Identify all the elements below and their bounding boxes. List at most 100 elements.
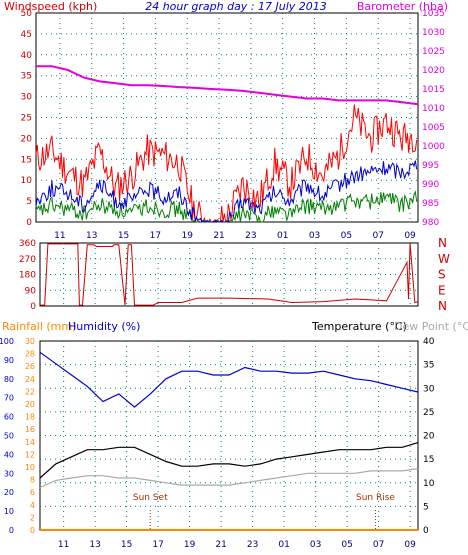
humidity-tick-label: 50 (4, 432, 14, 441)
direction-letter: N (438, 299, 447, 313)
humidity-tick-label: 30 (4, 469, 14, 478)
barometer-axis-label: Barometer (hba) (357, 0, 448, 13)
windspeed-tick-label: 5 (26, 197, 32, 207)
x-tick-label: 01 (278, 540, 289, 550)
direction-tick-label: 270 (19, 255, 36, 265)
humidity-tick-label: 80 (4, 375, 14, 384)
barometer-tick-label: 985 (422, 199, 439, 209)
rainfall-tick-label: 8 (30, 476, 35, 485)
x-tick-label: 21 (215, 540, 226, 550)
rainfall-tick-label: 26 (25, 362, 35, 371)
rainfall-tick-label: 12 (25, 450, 35, 459)
x-tick-label: 19 (184, 540, 196, 550)
x-tick-label: 19 (181, 231, 193, 241)
direction-letter: N (438, 236, 447, 250)
windspeed-tick-label: 0 (26, 218, 32, 228)
temperature-tick-label: 35 (423, 361, 434, 371)
barometer-tick-label: 990 (422, 180, 439, 190)
temperature-line (39, 442, 419, 479)
direction-tick-label: 0 (30, 302, 36, 312)
temperature-humidity-panel: 11 13 15 17 19 21 23 01 03 05 07 090102030405060708… (0, 337, 435, 550)
windspeed-tick-label: 20 (21, 134, 33, 144)
wind-barometer-panel: 11 13 15 17 19 21 23 01 03 05 07 090510152025303540… (21, 9, 446, 241)
direction-tick-label: 90 (25, 286, 37, 296)
direction-tick-label: 360 (19, 239, 36, 249)
rainfall-tick-label: 16 (25, 425, 35, 434)
x-tick-label: 03 (309, 231, 320, 241)
rainfall-tick-label: 10 (25, 463, 35, 472)
direction-letter: S (438, 268, 446, 282)
dewpoint-axis-label: Dew Point (°C) (394, 320, 468, 333)
rainfall-tick-label: 14 (25, 438, 35, 447)
humidity-tick-label: 70 (4, 394, 14, 403)
humidity-tick-label: 40 (4, 450, 14, 459)
humidity-line (39, 351, 419, 408)
humidity-tick-label: 100 (0, 337, 14, 346)
barometer-tick-label: 1025 (422, 47, 445, 57)
temperature-tick-label: 15 (423, 455, 434, 465)
rainfall-tick-label: 22 (25, 387, 35, 396)
humidity-axis-label: Humidity (%) (68, 320, 140, 333)
sunrise-label: Sun Rise (356, 493, 395, 503)
x-tick-label: 09 (404, 540, 416, 550)
rainfall-tick-label: 28 (25, 350, 35, 359)
x-tick-label: 05 (341, 540, 352, 550)
wind-direction-line (40, 242, 419, 306)
temperature-tick-label: 0 (423, 526, 429, 536)
humidity-tick-label: 60 (4, 413, 14, 422)
rainfall-tick-label: 30 (25, 337, 35, 346)
rainfall-tick-label: 4 (30, 501, 35, 510)
barometer-tick-label: 1005 (422, 123, 445, 133)
barometer-line (36, 65, 419, 106)
x-tick-label: 13 (86, 231, 97, 241)
x-tick-label: 11 (58, 540, 69, 550)
humidity-tick-label: 10 (4, 507, 14, 516)
barometer-tick-label: 1035 (422, 9, 445, 19)
windspeed-tick-label: 50 (21, 9, 33, 19)
barometer-tick-label: 1000 (422, 142, 445, 152)
x-tick-label: 15 (121, 540, 132, 550)
dew-point-line (39, 468, 419, 489)
x-tick-label: 07 (373, 540, 384, 550)
x-tick-label: 03 (310, 540, 321, 550)
windspeed-axis-label: Windspeed (kph) (4, 0, 97, 13)
temperature-tick-label: 25 (423, 408, 434, 418)
temperature-tick-label: 10 (423, 479, 435, 489)
x-tick-label: 05 (341, 231, 352, 241)
x-tick-label: 23 (247, 540, 258, 550)
barometer-tick-label: 980 (422, 218, 439, 228)
barometer-tick-label: 1030 (422, 28, 445, 38)
windspeed-tick-label: 30 (21, 93, 33, 103)
x-tick-label: 07 (372, 231, 383, 241)
rainfall-tick-label: 0 (30, 526, 35, 535)
direction-letter: E (438, 283, 446, 297)
humidity-tick-label: 20 (4, 488, 14, 497)
x-tick-label: 11 (54, 231, 65, 241)
rainfall-tick-label: 18 (25, 413, 35, 422)
temperature-tick-label: 30 (423, 384, 435, 394)
windspeed-tick-label: 15 (21, 155, 32, 165)
wind-direction-panel: 0 N 90 E 180 S 270 W 360 N (19, 236, 450, 313)
rainfall-axis-label: Rainfall (mm) (2, 320, 76, 333)
barometer-tick-label: 1020 (422, 66, 445, 76)
windspeed-tick-label: 40 (21, 51, 33, 61)
temperature-tick-label: 5 (423, 502, 429, 512)
x-tick-label: 09 (404, 231, 416, 241)
x-tick-label: 15 (118, 231, 129, 241)
rainfall-tick-label: 2 (30, 513, 35, 522)
temperature-tick-label: 20 (423, 432, 435, 442)
x-tick-label: 23 (245, 231, 256, 241)
rainfall-tick-label: 20 (25, 400, 35, 409)
x-tick-label: 17 (152, 540, 163, 550)
sunset-label: Sun Set (133, 493, 168, 503)
temperature-axis-label: Temperature (°C) (311, 320, 407, 333)
windspeed-tick-label: 35 (21, 72, 32, 82)
humidity-tick-label: 90 (4, 356, 14, 365)
humidity-tick-label: 0 (9, 526, 14, 535)
windspeed-tick-label: 45 (21, 30, 32, 40)
x-tick-label: 01 (277, 231, 288, 241)
wind-average-line (35, 160, 418, 223)
barometer-tick-label: 1010 (422, 104, 445, 114)
